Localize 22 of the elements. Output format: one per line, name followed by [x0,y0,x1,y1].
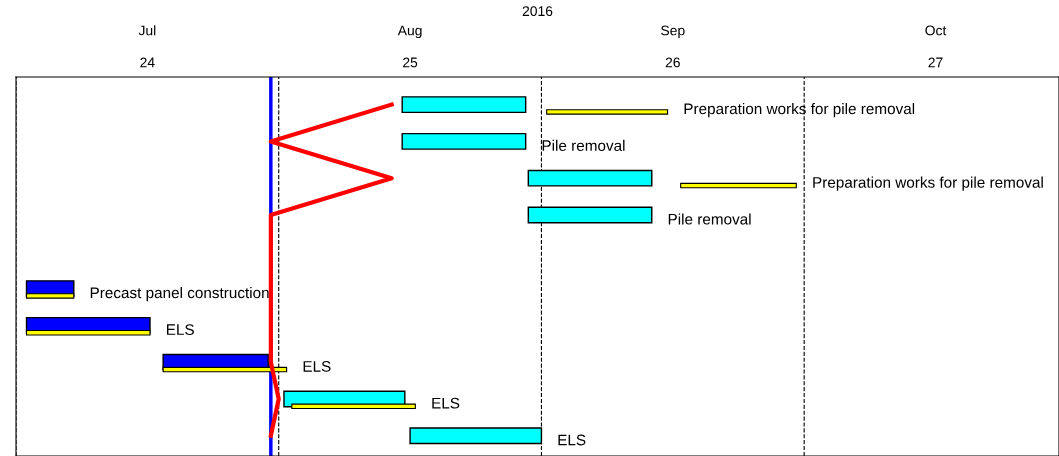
x-tick-label: 25 [403,57,418,68]
data-label: ELS [558,434,586,446]
x-tick-label: 27 [928,57,943,68]
x-tick-label: 26 [665,57,680,68]
text: Oct [925,25,947,36]
text: Aug [397,25,422,39]
bar [401,132,527,150]
data-label: Pile removal [668,213,751,225]
text: Jul [138,25,156,36]
data-label: Preparation works for pile removal [684,103,915,118]
text: Sep [661,25,685,39]
bar [680,182,797,189]
data-label: Pile removal [542,139,625,152]
data-label: Preparation works for pile removal [813,176,1043,191]
data-label: Precast panel construction [90,286,269,302]
bar [401,96,527,114]
data-label: ELS [167,324,194,335]
data-label: ELS [432,397,460,409]
x-tick-label: 24 [140,57,155,68]
data-label: ELS [303,360,331,372]
chart-title: 2016 [522,6,553,17]
bar [546,109,669,115]
